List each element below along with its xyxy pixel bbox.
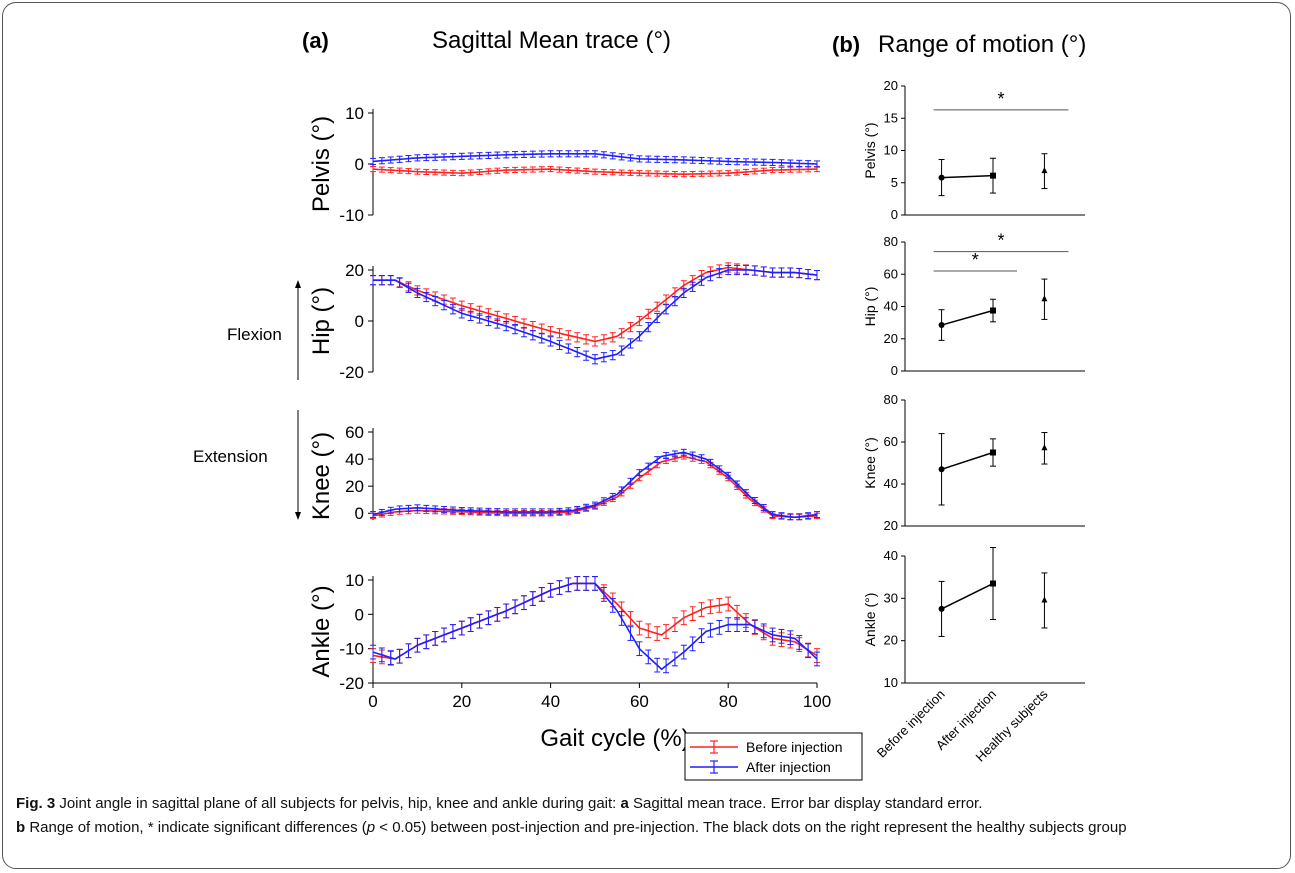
caption-b-label: b bbox=[16, 819, 26, 836]
knee-trace-y-tick-label: 20 bbox=[345, 477, 364, 496]
hip-rom-y-tick-label: 60 bbox=[884, 266, 898, 281]
hip-trace-y-tick-label: 0 bbox=[355, 312, 364, 331]
ankle-trace-x-tick-label: 40 bbox=[541, 692, 560, 711]
knee-rom-point-healthy bbox=[1041, 444, 1048, 451]
ankle-rom-connector bbox=[941, 582, 994, 610]
pelvis-rom-significance-star: * bbox=[997, 89, 1004, 109]
ankle-trace-x-tick-label: 100 bbox=[803, 692, 831, 711]
ankle-trace-x-tick-label: 60 bbox=[630, 692, 649, 711]
knee-rom-connector bbox=[941, 451, 994, 471]
hip-trace-y-tick-label: -20 bbox=[339, 363, 364, 382]
caption-fig-label: Fig. 3 bbox=[16, 795, 56, 812]
legend-after-label: After injection bbox=[746, 759, 831, 775]
caption-part1: Joint angle in sagittal plane of all sub… bbox=[55, 795, 621, 812]
knee-trace-y-tick-label: 0 bbox=[355, 504, 364, 523]
ankle-trace-before-line bbox=[372, 582, 818, 660]
flexion-label: Flexion bbox=[227, 325, 282, 344]
figure-chart: (a) Sagittal Mean trace (°) (b) Range of… bbox=[193, 27, 1086, 781]
knee-rom-y-tick-label: 20 bbox=[884, 518, 898, 533]
ankle-trace-x-tick-label: 80 bbox=[719, 692, 738, 711]
ankle-rom-point-healthy bbox=[1041, 596, 1048, 603]
hip-trace-ylabel: Hip (°) bbox=[308, 287, 335, 355]
hip-rom-significance-star: * bbox=[972, 250, 979, 270]
caption-part4: < 0.05) between post-injection and pre-i… bbox=[375, 819, 1127, 836]
pelvis-rom-ylabel: Pelvis (°) bbox=[862, 122, 878, 178]
caption-p-italic: p bbox=[366, 819, 376, 836]
ankle-trace-xlabel: Gait cycle (%) bbox=[540, 725, 689, 752]
knee-trace-y-tick-label: 60 bbox=[345, 423, 364, 442]
hip-rom-y-tick-label: 40 bbox=[884, 299, 898, 314]
ankle-trace-y-tick-label: -10 bbox=[339, 640, 364, 659]
ankle-trace-after-line bbox=[372, 582, 818, 671]
ankle-rom-category-label: Before injection bbox=[874, 687, 948, 761]
ankle-rom-y-tick-label: 40 bbox=[884, 548, 898, 563]
pelvis-rom-y-tick-label: 5 bbox=[891, 175, 898, 190]
hip-rom-ylabel: Hip (°) bbox=[862, 287, 878, 327]
ankle-rom-y-tick-label: 10 bbox=[884, 675, 898, 690]
knee-rom-point-before bbox=[938, 466, 945, 473]
hip-rom-point-healthy bbox=[1041, 295, 1048, 302]
hip-rom-point-before bbox=[938, 322, 945, 329]
pelvis-rom-y-tick-label: 20 bbox=[884, 78, 898, 93]
hip-rom-y-tick-label: 80 bbox=[884, 234, 898, 249]
pelvis-rom-y-tick-label: 15 bbox=[884, 110, 898, 125]
ankle-rom-y-tick-label: 20 bbox=[884, 633, 898, 648]
panel-b-title: Range of motion (°) bbox=[878, 31, 1086, 58]
pelvis-rom-point-healthy bbox=[1041, 167, 1048, 174]
hip-rom-y-tick-label: 20 bbox=[884, 331, 898, 346]
caption-a-label: a bbox=[620, 795, 629, 812]
ankle-rom-point-before bbox=[938, 605, 945, 612]
panel-a-letter: (a) bbox=[302, 28, 329, 53]
knee-rom-point-after bbox=[990, 449, 996, 456]
hip-trace-before-line bbox=[373, 266, 818, 343]
ankle-trace-x-tick-label: 20 bbox=[452, 692, 471, 711]
legend-before-label: Before injection bbox=[746, 739, 843, 755]
knee-trace-y-tick-label: 40 bbox=[345, 450, 364, 469]
hip-trace-y-tick-label: 20 bbox=[345, 261, 364, 280]
ankle-trace-y-tick-label: 10 bbox=[345, 571, 364, 590]
hip-rom-connector bbox=[941, 309, 994, 326]
ankle-trace-x-tick-label: 0 bbox=[368, 692, 377, 711]
ankle-rom-point-after bbox=[990, 580, 996, 587]
ankle-rom-y-tick-label: 30 bbox=[884, 590, 898, 605]
pelvis-trace-y-tick-label: 0 bbox=[355, 155, 364, 174]
ankle-rom-ylabel: Ankle (°) bbox=[862, 593, 878, 647]
hip-rom-point-after bbox=[990, 307, 996, 314]
hip-rom-y-tick-label: 0 bbox=[891, 363, 898, 378]
pelvis-trace-y-tick-label: 10 bbox=[345, 104, 364, 123]
ankle-trace-y-tick-label: 0 bbox=[355, 605, 364, 624]
ankle-trace-y-tick-label: -20 bbox=[339, 674, 364, 693]
panel-b-letter: (b) bbox=[832, 32, 860, 57]
legend: Before injection After injection bbox=[684, 732, 863, 781]
knee-rom-y-tick-label: 80 bbox=[884, 392, 898, 407]
extension-label: Extension bbox=[193, 447, 268, 466]
figure-caption: Fig. 3 Joint angle in sagittal plane of … bbox=[16, 792, 1278, 840]
hip-rom-significance-star: * bbox=[997, 231, 1004, 251]
pelvis-rom-point-before bbox=[938, 174, 945, 181]
pelvis-rom-connector bbox=[941, 174, 994, 179]
pelvis-trace-ylabel: Pelvis (°) bbox=[308, 116, 335, 212]
panel-a-title: Sagittal Mean trace (°) bbox=[432, 27, 671, 54]
extension-arrow-head bbox=[295, 512, 301, 520]
knee-rom-y-tick-label: 40 bbox=[884, 476, 898, 491]
flexion-arrow-head bbox=[295, 280, 301, 288]
pelvis-rom-y-tick-label: 0 bbox=[891, 207, 898, 222]
ankle-trace-ylabel: Ankle (°) bbox=[308, 585, 335, 677]
knee-rom-y-tick-label: 60 bbox=[884, 434, 898, 449]
pelvis-rom-y-tick-label: 10 bbox=[884, 143, 898, 158]
knee-trace-ylabel: Knee (°) bbox=[308, 432, 335, 520]
caption-part2: Sagittal mean trace. Error bar display s… bbox=[628, 795, 983, 812]
caption-part3: Range of motion, * indicate significant … bbox=[25, 819, 367, 836]
pelvis-trace-y-tick-label: -10 bbox=[339, 206, 364, 225]
knee-rom-ylabel: Knee (°) bbox=[862, 437, 878, 489]
pelvis-rom-point-after bbox=[990, 172, 996, 179]
